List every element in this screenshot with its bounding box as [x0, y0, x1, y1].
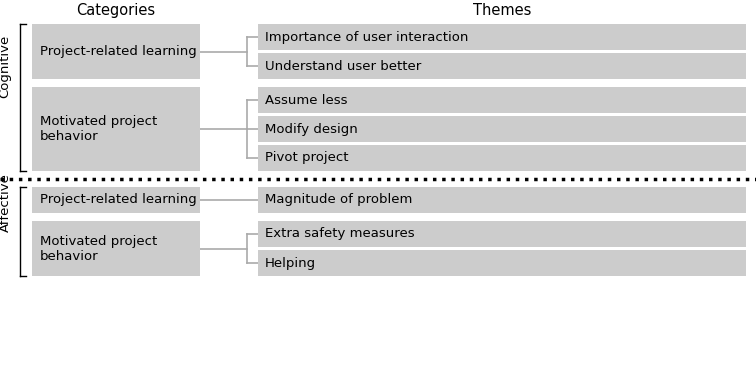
Text: Affective: Affective — [0, 173, 11, 232]
Text: Motivated project
behavior: Motivated project behavior — [40, 235, 157, 263]
FancyBboxPatch shape — [258, 87, 746, 113]
FancyBboxPatch shape — [258, 250, 746, 276]
Text: Pivot project: Pivot project — [265, 152, 349, 164]
FancyBboxPatch shape — [258, 187, 746, 213]
Text: Importance of user interaction: Importance of user interaction — [265, 30, 469, 43]
Text: Extra safety measures: Extra safety measures — [265, 227, 414, 240]
FancyBboxPatch shape — [258, 24, 746, 50]
Text: Modify design: Modify design — [265, 122, 358, 136]
FancyBboxPatch shape — [258, 53, 746, 79]
Text: Categories: Categories — [76, 3, 156, 18]
FancyBboxPatch shape — [32, 221, 200, 276]
Text: Themes: Themes — [472, 3, 531, 18]
Text: Magnitude of problem: Magnitude of problem — [265, 194, 412, 207]
Text: Cognitive: Cognitive — [0, 34, 11, 98]
Text: Helping: Helping — [265, 257, 316, 270]
Text: Project-related learning: Project-related learning — [40, 194, 197, 207]
Text: Understand user better: Understand user better — [265, 60, 421, 73]
FancyBboxPatch shape — [32, 87, 200, 171]
FancyBboxPatch shape — [258, 145, 746, 171]
FancyBboxPatch shape — [32, 187, 200, 213]
Text: Project-related learning: Project-related learning — [40, 45, 197, 58]
FancyBboxPatch shape — [258, 116, 746, 142]
Text: Assume less: Assume less — [265, 93, 348, 106]
Text: Motivated project
behavior: Motivated project behavior — [40, 115, 157, 143]
FancyBboxPatch shape — [32, 24, 200, 79]
FancyBboxPatch shape — [258, 221, 746, 247]
